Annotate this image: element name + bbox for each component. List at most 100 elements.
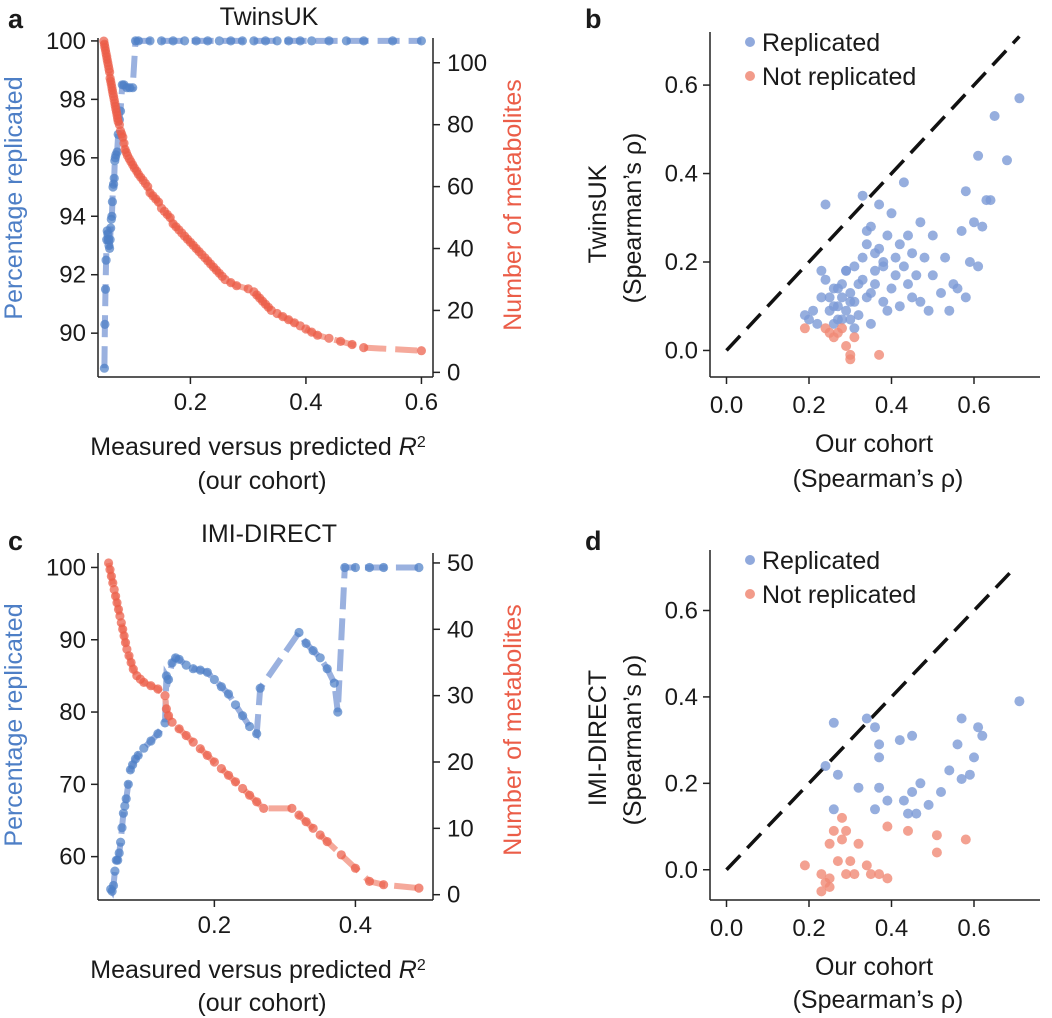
panel-c-point-metabolites: [223, 770, 234, 780]
panel-c-point-replicated: [350, 562, 360, 573]
panel-b-point-replicated: [837, 314, 847, 325]
panel-a-point-replicated: [105, 243, 115, 253]
panel-b-legend-marker-not-replicated: [745, 71, 755, 81]
panel-b-point-replicated: [989, 111, 1000, 121]
panel-d-point-replicated: [874, 739, 885, 750]
panel-c-point-metabolites: [160, 691, 170, 701]
panel-c-point-replicated: [301, 638, 311, 649]
panel-b-xtick-label: 0.0: [710, 392, 743, 419]
panel-c-point-metabolites: [202, 750, 212, 761]
panel-c-ytick-label-left: 70: [59, 771, 86, 798]
panel-a-point-replicated: [105, 235, 115, 245]
panel-d-point-replicated: [832, 769, 843, 780]
panel-c-ytick-label-right: 0: [447, 882, 460, 909]
panel-c-point-replicated: [181, 660, 191, 670]
panel-b-ytick-label: 0.4: [665, 161, 698, 188]
panel-b-point-replicated: [907, 292, 918, 303]
panel-b-point-replicated: [841, 305, 852, 316]
panel-c-point-replicated: [238, 711, 248, 721]
panel-b-point-replicated: [960, 292, 971, 303]
panel-b-point-replicated: [882, 230, 893, 241]
panel-c-xlabel: Measured versus predicted R2: [90, 956, 426, 984]
panel-a-point-replicated: [99, 363, 109, 373]
panel-d-ylabel: IMI-DIRECT: [584, 670, 612, 806]
panel-c-point-replicated: [110, 866, 120, 876]
panel-c-point-replicated: [139, 743, 149, 753]
panel-a-point-replicated: [106, 223, 116, 233]
panel-d-point-replicated: [944, 765, 955, 776]
panel-b-point-replicated: [1014, 93, 1025, 104]
panel-d-point-replicated: [820, 761, 831, 771]
panel-c-point-replicated: [133, 750, 143, 761]
panel-d-point-replicated: [964, 769, 975, 780]
panel-b-identity-line: [725, 35, 1021, 352]
panel-d-point-replicated: [861, 713, 872, 724]
panel-d-identity-line: [725, 566, 1017, 871]
panel-d-point-replicated: [969, 752, 979, 763]
panel-a-ytick-label-right: 60: [447, 174, 474, 201]
panel-d-letter: d: [585, 526, 602, 556]
panel-c-point-metabolites: [301, 817, 311, 827]
panel-d-legend-label-not-replicated: Not replicated: [762, 581, 916, 609]
panel-d-point-replicated: [907, 787, 918, 797]
panel-c-ytick-label-left: 80: [59, 699, 86, 726]
panel-c-point-metabolites: [287, 803, 297, 814]
panel-b-point-replicated: [816, 265, 827, 276]
panel-b-point-replicated: [973, 261, 984, 272]
panel-d-point-not-replicated: [865, 869, 876, 880]
panel-d-point-not-replicated: [874, 869, 885, 880]
panel-d-legend-label-replicated: Replicated: [762, 547, 880, 575]
panel-c-letter: c: [8, 526, 23, 556]
panel-c-point-replicated: [114, 848, 124, 858]
panel-d-xtick-label: 0.2: [792, 915, 825, 942]
panel-a-ytick-label-left: 94: [59, 203, 86, 230]
panel-c-point-replicated: [108, 880, 119, 891]
panel-a-point-metabolites: [324, 333, 334, 343]
panel-b-point-replicated: [911, 270, 922, 281]
panel-b-point-replicated: [857, 190, 868, 201]
panel-d-point-not-replicated: [931, 847, 942, 858]
panel-d-legend-marker-not-replicated: [745, 589, 755, 599]
panel-a-ytick-label-left: 98: [59, 86, 86, 113]
panel-c-point-replicated: [195, 665, 205, 675]
panel-c-point-metabolites: [216, 764, 226, 774]
panel-d-point-not-replicated: [828, 825, 839, 836]
panel-b-point-not-replicated: [799, 323, 810, 334]
panel-c-point-metabolites: [379, 880, 389, 890]
panel-c-point-replicated: [174, 654, 184, 664]
panel-a-xtick-label: 0.6: [405, 389, 438, 416]
panel-c-ylabel-right: Number of metabolites: [499, 604, 527, 856]
panel-b-point-replicated: [861, 239, 872, 250]
panel-d-point-replicated: [956, 713, 967, 724]
panel-b-point-replicated: [857, 252, 868, 263]
panel-d-point-not-replicated: [837, 812, 847, 823]
panel-a-point-replicated: [272, 36, 282, 46]
panel-a-point-metabolites: [347, 339, 357, 350]
panel-c-point-metabolites: [414, 883, 424, 893]
panel-d-point-replicated: [915, 778, 926, 789]
panel-d-point-not-replicated: [960, 834, 971, 845]
panel-c-ytick-label-left: 100: [46, 554, 86, 581]
panel-b-point-replicated: [898, 177, 909, 188]
panel-c-point-replicated: [121, 794, 131, 804]
panel-d-point-replicated: [977, 730, 988, 741]
panel-b-letter: b: [585, 4, 602, 34]
panel-d-xtick-label: 0.4: [875, 915, 908, 942]
panel-d-point-not-replicated: [824, 838, 835, 849]
panel-d-plot: 0.0 0.2 0.4 0.6 0.0 0.2 0.4 0.6 Replicated Not re…: [665, 547, 1025, 942]
panel-c-point-replicated: [118, 808, 128, 818]
panel-c-xlabel-r: R: [399, 956, 417, 984]
panel-a-xlabel: Measured versus predicted R2: [90, 433, 426, 461]
panel-d-point-replicated: [874, 782, 885, 793]
panel-b-point-replicated: [940, 252, 951, 263]
panel-c-point-metabolites: [238, 783, 248, 794]
panel-d-point-not-replicated: [824, 873, 835, 884]
panel-d-point-not-replicated: [832, 856, 843, 867]
panel-d-point-replicated: [1014, 696, 1025, 707]
panel-b-point-replicated: [915, 217, 926, 228]
panel-c-point-metabolites: [174, 724, 184, 734]
panel-c-point-replicated: [153, 729, 163, 739]
panel-b-plot: 0.0 0.2 0.4 0.6 0.0 0.2 0.4 0.6 Replicated Not re…: [665, 29, 1025, 419]
panel-d: d 0.0 0.2 0.4 0.6 0.0 0.2 0.4 0.6 Replicated Not …: [584, 526, 1040, 1014]
panel-b-point-replicated: [870, 279, 880, 290]
